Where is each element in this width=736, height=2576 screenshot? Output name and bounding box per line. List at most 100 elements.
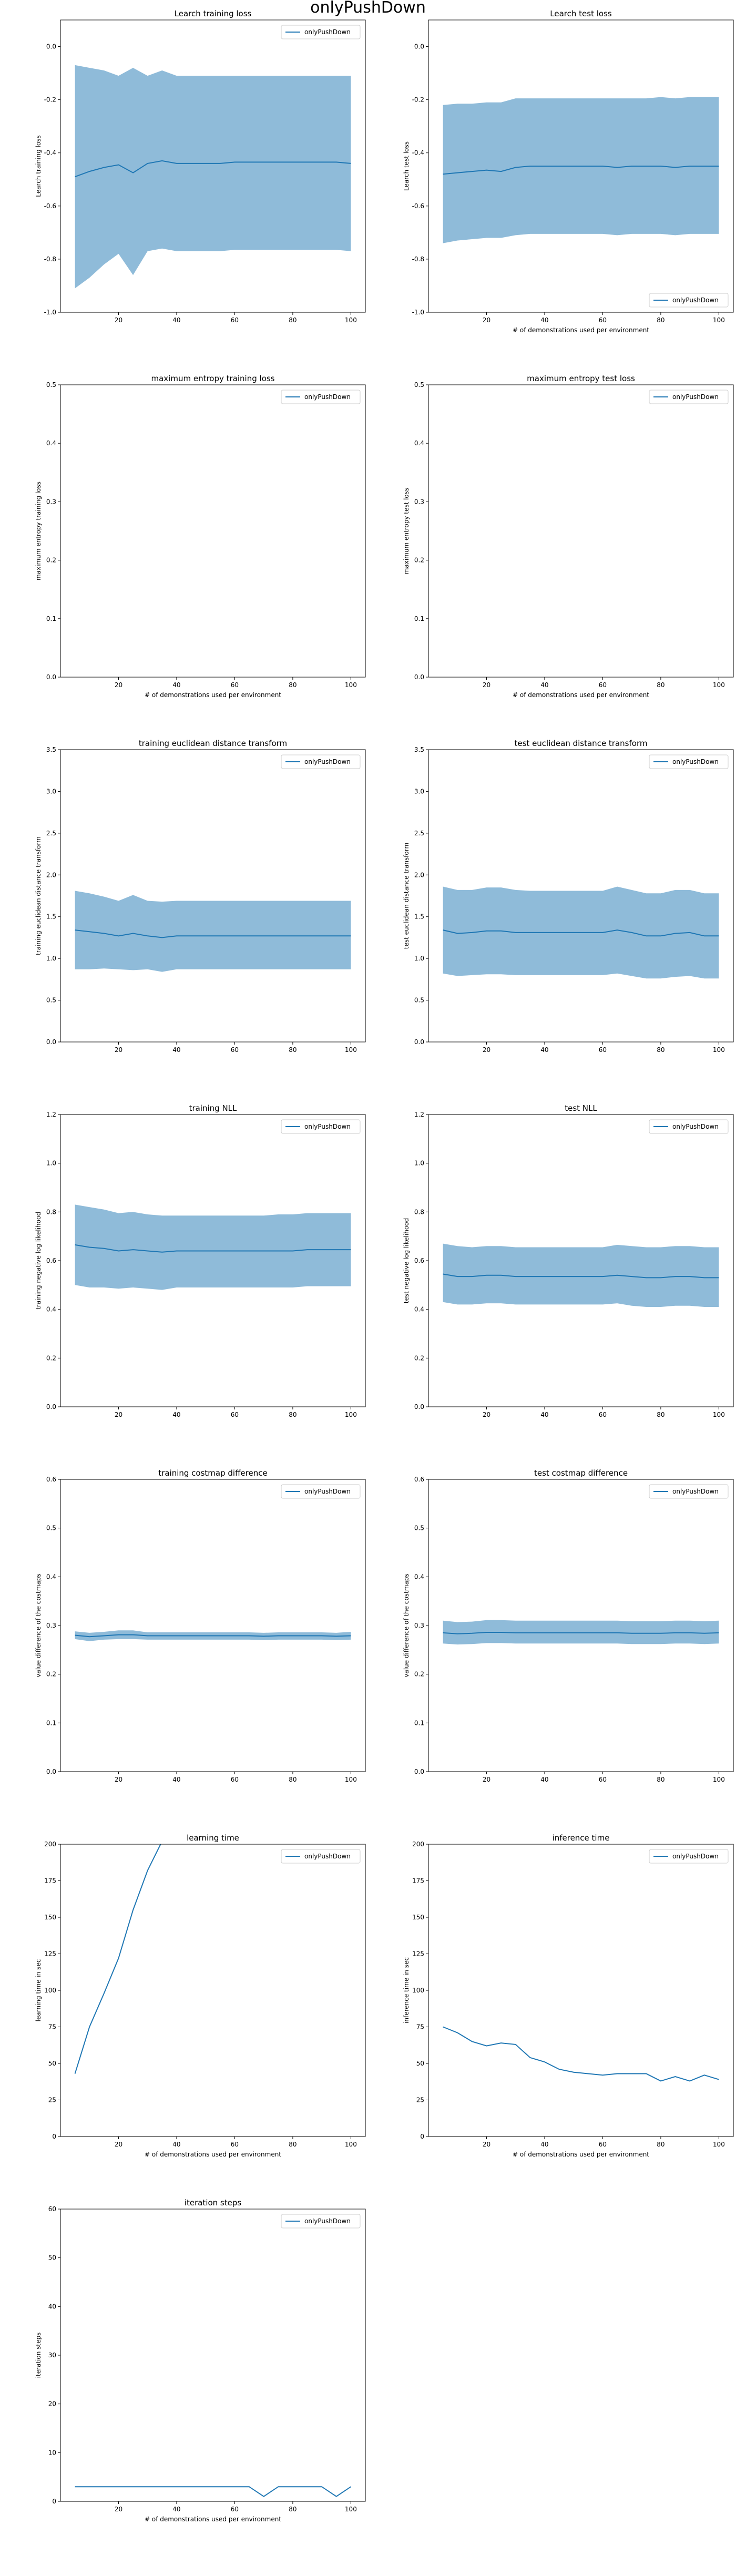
x-tick-label: 80 bbox=[657, 2141, 665, 2148]
y-tick-label: 0.5 bbox=[414, 381, 424, 389]
y-tick-label: 0.4 bbox=[414, 1306, 424, 1313]
legend-box bbox=[649, 1484, 729, 1499]
y-tick-label: 0.3 bbox=[46, 1622, 56, 1629]
legend-label: onlyPushDown bbox=[672, 393, 719, 401]
x-tick-label: 40 bbox=[172, 2506, 180, 2513]
y-tick-label: 0.5 bbox=[414, 1525, 424, 1532]
chart-title: test euclidean distance transform bbox=[515, 739, 648, 748]
y-tick-label: 3.5 bbox=[414, 746, 424, 753]
chart-panel-3: 20 40 60 80 100 0.0 0.1 0.2 0.3 0.4 0.5 maximum ent… bbox=[403, 374, 734, 699]
x-tick-label: 100 bbox=[713, 681, 725, 689]
x-tick-label: 100 bbox=[345, 1046, 357, 1054]
axes-frame bbox=[60, 749, 366, 1042]
y-tick-label: 0.6 bbox=[414, 1476, 424, 1483]
y-tick-label: -0.6 bbox=[412, 202, 424, 210]
y-tick-label: 1.0 bbox=[414, 955, 424, 962]
x-tick-label: 80 bbox=[657, 1776, 665, 1783]
axes-frame bbox=[60, 1479, 366, 1772]
y-tick-label: 0.0 bbox=[46, 673, 56, 681]
y-tick-label: 25 bbox=[48, 2097, 56, 2104]
y-tick-label: 175 bbox=[412, 1877, 424, 1885]
y-tick-label: 0.2 bbox=[414, 1671, 424, 1678]
x-tick-label: 60 bbox=[231, 681, 239, 689]
y-tick-label: -0.2 bbox=[44, 96, 56, 104]
y-tick-label: 0.0 bbox=[46, 43, 56, 50]
y-tick-label: 0.4 bbox=[46, 439, 56, 447]
y-tick-label: -0.8 bbox=[412, 255, 424, 263]
x-tick-label: 60 bbox=[599, 1046, 607, 1054]
x-tick-label: 20 bbox=[483, 2141, 490, 2148]
y-tick-label: 20 bbox=[48, 2400, 56, 2408]
y-tick-label: 0.1 bbox=[414, 615, 424, 622]
y-tick-label: 3.5 bbox=[46, 746, 56, 753]
series-line-0 bbox=[75, 2486, 351, 2497]
legend: onlyPushDown bbox=[281, 754, 361, 769]
x-tick-label: 100 bbox=[713, 1411, 725, 1418]
legend-label: onlyPushDown bbox=[304, 2217, 351, 2225]
y-axis-label: training negative log likelihood bbox=[35, 1212, 42, 1310]
y-tick-label: -0.4 bbox=[44, 149, 56, 157]
chart-panel-9: 20 40 60 80 100 0.0 0.1 0.2 0.3 0.4 0.5 0.6 test cos… bbox=[403, 1468, 734, 1783]
y-tick-label: 0.2 bbox=[414, 1354, 424, 1362]
legend-label: onlyPushDown bbox=[304, 1853, 351, 1860]
x-tick-label: 80 bbox=[657, 1411, 665, 1418]
y-tick-label: 100 bbox=[412, 1987, 424, 1994]
y-tick-label: 0.0 bbox=[414, 1038, 424, 1046]
chart-title: maximum entropy training loss bbox=[151, 374, 275, 383]
chart-panel-11: 20 40 60 80 100 0 25 50 75 100 125 150 175 200 inferen… bbox=[403, 1833, 734, 2158]
legend: onlyPushDown bbox=[649, 754, 729, 769]
y-tick-label: 0 bbox=[52, 2498, 56, 2505]
y-tick-label: 0.0 bbox=[46, 1038, 56, 1046]
series-line-0 bbox=[75, 1244, 351, 1253]
y-tick-label: 0.4 bbox=[414, 439, 424, 447]
y-tick-label: 1.0 bbox=[414, 1160, 424, 1167]
x-tick-label: 60 bbox=[599, 1411, 607, 1418]
x-tick-label: 20 bbox=[115, 681, 122, 689]
x-tick-label: 80 bbox=[657, 1046, 665, 1054]
legend: onlyPushDown bbox=[649, 1119, 729, 1134]
y-tick-label: 175 bbox=[44, 1877, 56, 1885]
chart-title: training NLL bbox=[189, 1103, 237, 1113]
x-tick-label: 20 bbox=[483, 1046, 490, 1054]
x-tick-label: 80 bbox=[289, 1776, 297, 1783]
y-axis-label: Learch test loss bbox=[403, 141, 410, 191]
axes-frame bbox=[60, 1844, 366, 2137]
axes-frame bbox=[60, 19, 366, 313]
chart-panel-4: 20 40 60 80 100 0.0 0.5 1.0 1.5 2.0 2.5 3.0 3.5 train… bbox=[35, 739, 366, 1054]
y-tick-label: 50 bbox=[48, 2254, 56, 2262]
y-tick-label: 0.0 bbox=[414, 43, 424, 50]
series-line-0 bbox=[75, 1634, 351, 1638]
y-tick-label: 1.2 bbox=[46, 1111, 56, 1118]
series-line-0 bbox=[75, 160, 351, 178]
legend-label: onlyPushDown bbox=[304, 1488, 351, 1495]
legend-label: onlyPushDown bbox=[672, 1853, 719, 1860]
x-axis-label: # of demonstrations used per environment bbox=[145, 2151, 281, 2158]
y-tick-label: 0.1 bbox=[46, 1719, 56, 1726]
series-line-0 bbox=[75, 929, 351, 938]
y-tick-label: 0.2 bbox=[46, 1354, 56, 1362]
x-tick-label: 40 bbox=[540, 316, 548, 324]
legend-box bbox=[649, 1119, 729, 1134]
y-tick-label: 0.8 bbox=[46, 1208, 56, 1215]
y-tick-label: 0.1 bbox=[414, 1719, 424, 1726]
chart-panel-12: 20 40 60 80 100 0 10 20 30 40 50 60 iteration steps #… bbox=[35, 2198, 366, 2523]
y-tick-label: 1.5 bbox=[414, 913, 424, 921]
y-tick-label: 125 bbox=[412, 1950, 424, 1958]
y-tick-label: 0 bbox=[420, 2133, 424, 2140]
legend-box bbox=[281, 1119, 361, 1134]
y-tick-label: 100 bbox=[44, 1987, 56, 1994]
x-tick-label: 40 bbox=[540, 1411, 548, 1418]
y-tick-label: 0.0 bbox=[46, 1768, 56, 1775]
legend-box bbox=[281, 25, 361, 39]
x-tick-label: 20 bbox=[115, 1411, 122, 1418]
legend-label: onlyPushDown bbox=[304, 28, 351, 36]
series-line-0 bbox=[74, 1844, 161, 2074]
x-axis-label: # of demonstrations used per environment bbox=[513, 2151, 649, 2158]
y-axis-label: inference time in sec bbox=[403, 1957, 410, 2023]
x-tick-label: 60 bbox=[231, 1776, 239, 1783]
x-tick-label: 100 bbox=[345, 681, 357, 689]
x-tick-label: 60 bbox=[599, 1776, 607, 1783]
x-tick-label: 100 bbox=[345, 2506, 357, 2513]
legend-label: onlyPushDown bbox=[672, 1488, 719, 1495]
legend: onlyPushDown bbox=[281, 1849, 361, 1864]
